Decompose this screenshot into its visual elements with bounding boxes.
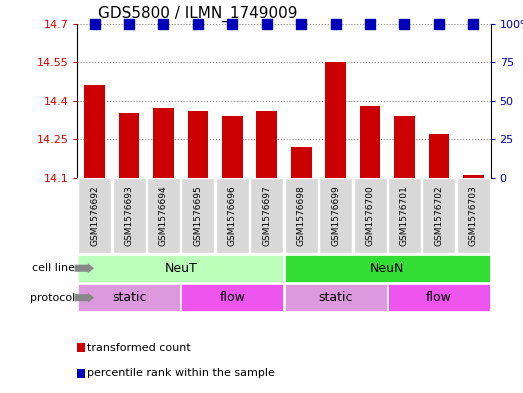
Text: protocol: protocol xyxy=(29,293,75,303)
FancyBboxPatch shape xyxy=(457,178,490,253)
Bar xyxy=(119,114,139,178)
Text: GSM1576701: GSM1576701 xyxy=(400,185,409,246)
Text: GSM1576694: GSM1576694 xyxy=(159,185,168,246)
Text: GSM1576700: GSM1576700 xyxy=(366,185,374,246)
Text: GSM1576695: GSM1576695 xyxy=(194,185,202,246)
Text: GSM1576699: GSM1576699 xyxy=(331,185,340,246)
FancyBboxPatch shape xyxy=(388,284,490,311)
FancyBboxPatch shape xyxy=(216,178,249,253)
Text: GSM1576698: GSM1576698 xyxy=(297,185,306,246)
Text: static: static xyxy=(319,291,353,304)
Text: static: static xyxy=(112,291,146,304)
Text: GSM1576692: GSM1576692 xyxy=(90,185,99,246)
FancyBboxPatch shape xyxy=(112,178,145,253)
Point xyxy=(297,20,305,27)
Text: GDS5800 / ILMN_1749009: GDS5800 / ILMN_1749009 xyxy=(98,6,298,22)
Text: transformed count: transformed count xyxy=(87,343,190,353)
FancyBboxPatch shape xyxy=(250,178,283,253)
FancyBboxPatch shape xyxy=(388,178,421,253)
Text: cell line: cell line xyxy=(32,263,75,273)
Point xyxy=(228,20,236,27)
Bar xyxy=(428,134,449,178)
FancyBboxPatch shape xyxy=(181,284,283,311)
Text: flow: flow xyxy=(220,291,245,304)
FancyBboxPatch shape xyxy=(78,255,283,282)
Bar xyxy=(463,175,484,178)
Point xyxy=(435,20,443,27)
Point xyxy=(194,20,202,27)
FancyBboxPatch shape xyxy=(354,178,386,253)
FancyBboxPatch shape xyxy=(181,178,214,253)
Point xyxy=(332,20,340,27)
Point xyxy=(469,20,477,27)
FancyBboxPatch shape xyxy=(285,255,490,282)
Text: NeuT: NeuT xyxy=(164,262,197,275)
Text: NeuN: NeuN xyxy=(370,262,404,275)
Bar xyxy=(84,85,105,178)
Point xyxy=(366,20,374,27)
Point xyxy=(90,20,99,27)
FancyBboxPatch shape xyxy=(285,284,386,311)
Bar xyxy=(256,111,277,178)
FancyBboxPatch shape xyxy=(78,178,111,253)
FancyBboxPatch shape xyxy=(78,284,180,311)
Bar xyxy=(222,116,243,178)
FancyBboxPatch shape xyxy=(147,178,180,253)
Bar xyxy=(325,62,346,178)
Text: flow: flow xyxy=(426,291,452,304)
Point xyxy=(263,20,271,27)
Bar xyxy=(360,106,380,178)
FancyBboxPatch shape xyxy=(285,178,318,253)
Bar xyxy=(291,147,312,178)
Point xyxy=(400,20,408,27)
Bar xyxy=(153,108,174,178)
Bar xyxy=(394,116,415,178)
Text: GSM1576696: GSM1576696 xyxy=(228,185,237,246)
Text: GSM1576697: GSM1576697 xyxy=(262,185,271,246)
Point xyxy=(125,20,133,27)
FancyBboxPatch shape xyxy=(423,178,456,253)
Text: GSM1576703: GSM1576703 xyxy=(469,185,478,246)
Text: percentile rank within the sample: percentile rank within the sample xyxy=(87,368,275,378)
Text: GSM1576693: GSM1576693 xyxy=(124,185,133,246)
Point xyxy=(160,20,168,27)
Text: GSM1576702: GSM1576702 xyxy=(435,185,444,246)
FancyBboxPatch shape xyxy=(319,178,352,253)
Bar xyxy=(188,111,208,178)
